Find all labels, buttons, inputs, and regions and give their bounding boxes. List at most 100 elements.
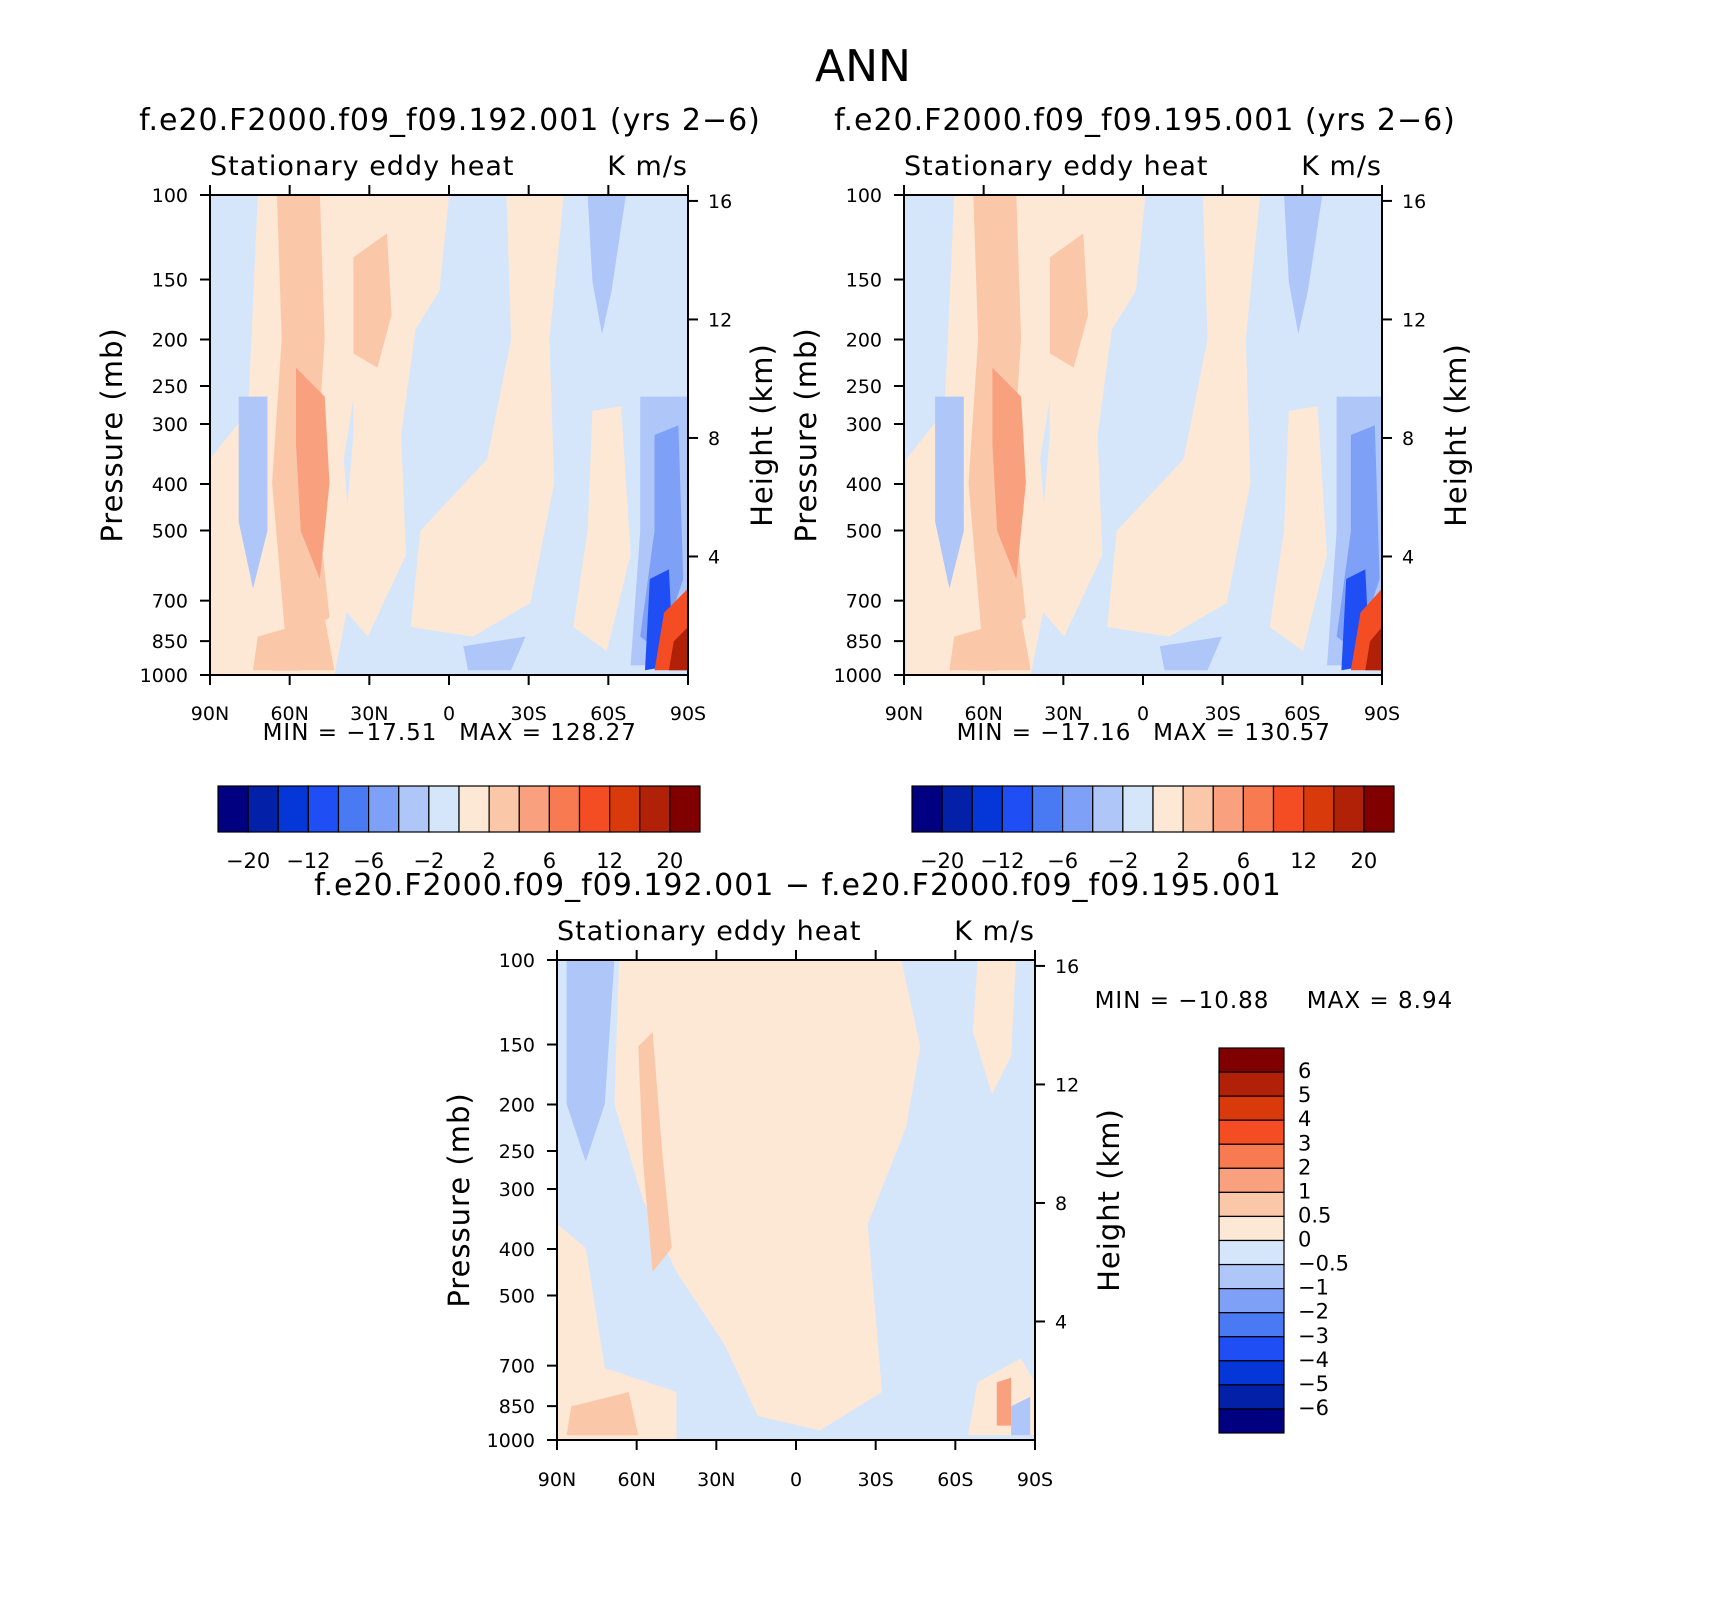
- colorbar-swatch: [639, 785, 671, 833]
- colorbar-label: −3: [1298, 1324, 1329, 1348]
- pressure-tick-label: 1000: [487, 1430, 535, 1452]
- panel-bottom: f.e20.F2000.f09_f09.192.001 − f.e20.F200…: [314, 868, 1452, 1491]
- colorbar: −20 −12 −6 −2 2 6 12 20: [217, 785, 701, 873]
- lat-tick-label: 90N: [538, 1469, 576, 1491]
- colorbar-label: 20: [1351, 849, 1378, 873]
- pressure-tick-label: 250: [499, 1141, 535, 1163]
- colorbar-label: 12: [596, 849, 623, 873]
- lat-tick-label: 90N: [885, 703, 923, 725]
- contour-region: [353, 233, 392, 368]
- panel-title: f.e20.F2000.f09_f09.195.001 (yrs 2−6): [834, 103, 1456, 138]
- height-axis-label: Height (km): [745, 343, 779, 527]
- colorbar-label: −6: [1047, 849, 1078, 873]
- lat-tick-label: 30N: [697, 1469, 735, 1491]
- colorbar-label: 2: [1298, 1155, 1311, 1179]
- lat-tick-label: 0: [790, 1469, 802, 1491]
- contour-region: [992, 367, 1026, 579]
- field-name: Stationary eddy heat: [210, 151, 515, 182]
- pressure-tick-label: 500: [152, 521, 188, 543]
- pressure-tick-label: 250: [152, 376, 188, 398]
- panel-title: f.e20.F2000.f09_f09.192.001 (yrs 2−6): [139, 103, 761, 138]
- contour-region: [587, 195, 626, 335]
- contour-region: [253, 617, 335, 671]
- pressure-tick-label: 200: [152, 329, 188, 351]
- lat-tick-label: 60N: [964, 703, 1002, 725]
- contour-region: [1269, 406, 1327, 651]
- colorbar-label: 3: [1298, 1131, 1311, 1155]
- max-value-label: MAX = 130.57: [1153, 720, 1331, 746]
- pressure-tick-label: 150: [846, 270, 882, 292]
- field-name: Stationary eddy heat: [557, 916, 862, 947]
- lat-tick-label: 60S: [937, 1469, 973, 1491]
- pressure-tick-label: 150: [152, 270, 188, 292]
- colorbar-label: −2: [413, 849, 444, 873]
- colorbar-label: 1: [1298, 1179, 1311, 1203]
- pressure-tick-label: 700: [499, 1356, 535, 1378]
- height-tick-label: 12: [708, 309, 732, 331]
- contour-region: [463, 636, 526, 671]
- colorbar-swatch: [217, 785, 249, 833]
- pressure-tick-label: 500: [846, 521, 882, 543]
- colorbar-swatch: [1272, 785, 1305, 833]
- contour-region: [238, 396, 268, 589]
- colorbar-swatch: [1363, 785, 1395, 833]
- contour-region: [573, 406, 631, 651]
- colorbar-swatch: [1031, 785, 1064, 833]
- colorbar-swatch: [488, 785, 520, 833]
- height-axis-label: Height (km): [1439, 343, 1473, 527]
- contour-region: [949, 617, 1031, 671]
- colorbar-swatch: [578, 785, 611, 833]
- colorbar-swatch: [941, 785, 973, 833]
- colorbar-swatch: [971, 785, 1003, 833]
- colorbar-swatch: [1218, 1167, 1285, 1193]
- colorbar-label: −20: [920, 849, 964, 873]
- colorbar-swatch: [1212, 785, 1244, 833]
- pressure-tick-label: 700: [152, 591, 188, 613]
- colorbar-swatch: [609, 785, 641, 833]
- colorbar-swatch: [1303, 785, 1335, 833]
- field-units: K m/s: [954, 916, 1035, 947]
- colorbar-label: 2: [1176, 849, 1189, 873]
- min-value-label: MIN = −17.51: [263, 720, 438, 746]
- contour-region: [1107, 195, 1261, 637]
- height-axis-label: Height (km): [1092, 1108, 1126, 1292]
- height-tick-label: 4: [1055, 1311, 1067, 1333]
- colorbar-swatch: [548, 785, 581, 833]
- contour-region: [1159, 636, 1222, 671]
- colorbar-swatch: [428, 785, 460, 833]
- colorbar-swatch: [1062, 785, 1094, 833]
- colorbar-swatch: [277, 785, 309, 833]
- contour-region: [410, 195, 564, 637]
- height-tick-label: 8: [708, 428, 720, 450]
- height-tick-label: 12: [1055, 1074, 1079, 1096]
- contour-region: [1049, 233, 1088, 368]
- pressure-tick-label: 1000: [834, 665, 882, 687]
- colorbar-swatch: [337, 785, 370, 833]
- pressure-axis-label: Pressure (mb): [95, 327, 129, 542]
- panel-top-left: f.e20.F2000.f09_f09.192.001 (yrs 2−6) Sta…: [95, 103, 779, 873]
- colorbar-label: −0.5: [1298, 1252, 1349, 1276]
- max-value-label: MAX = 128.27: [459, 720, 637, 746]
- colorbar-swatch: [1152, 785, 1184, 833]
- height-tick-label: 16: [1402, 191, 1426, 213]
- min-value-label: MIN = −17.16: [957, 720, 1132, 746]
- height-tick-label: 16: [1055, 956, 1079, 978]
- lat-tick-label: 30S: [511, 703, 547, 725]
- colorbar-swatch: [1218, 1312, 1285, 1338]
- pressure-tick-label: 400: [846, 474, 882, 496]
- colorbar-label: 6: [543, 849, 556, 873]
- colorbar-label: 6: [1237, 849, 1250, 873]
- colorbar-swatch: [247, 785, 279, 833]
- height-tick-label: 8: [1402, 428, 1414, 450]
- lat-tick-label: 0: [443, 703, 455, 725]
- height-tick-label: 12: [1402, 309, 1426, 331]
- colorbar: −20 −12 −6 −2 2 6 12 20: [911, 785, 1395, 873]
- contour-region: [668, 627, 688, 671]
- field-units: K m/s: [1301, 151, 1382, 182]
- colorbar-swatch: [1001, 785, 1034, 833]
- colorbar-swatch: [1218, 1360, 1285, 1386]
- colorbar-label: −4: [1298, 1348, 1329, 1372]
- colorbar-swatch: [1242, 785, 1275, 833]
- colorbar-label: 6: [1298, 1059, 1311, 1083]
